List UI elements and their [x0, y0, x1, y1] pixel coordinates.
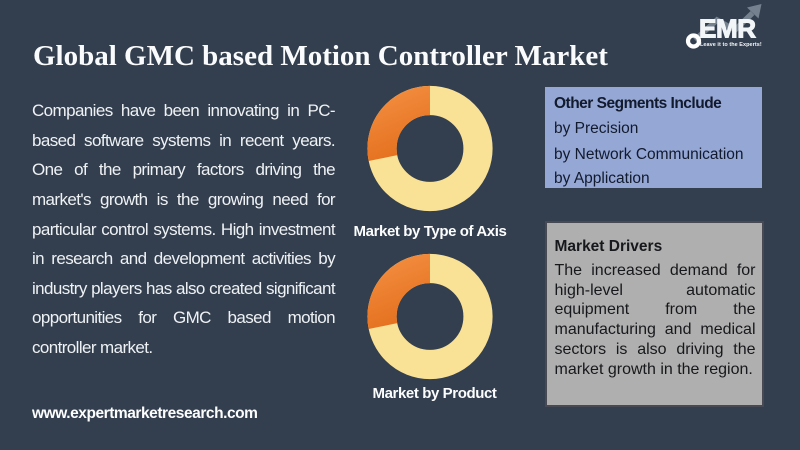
svg-text:Leave it to the Experts!: Leave it to the Experts!	[700, 42, 762, 48]
svg-text:EMR: EMR	[699, 14, 756, 44]
